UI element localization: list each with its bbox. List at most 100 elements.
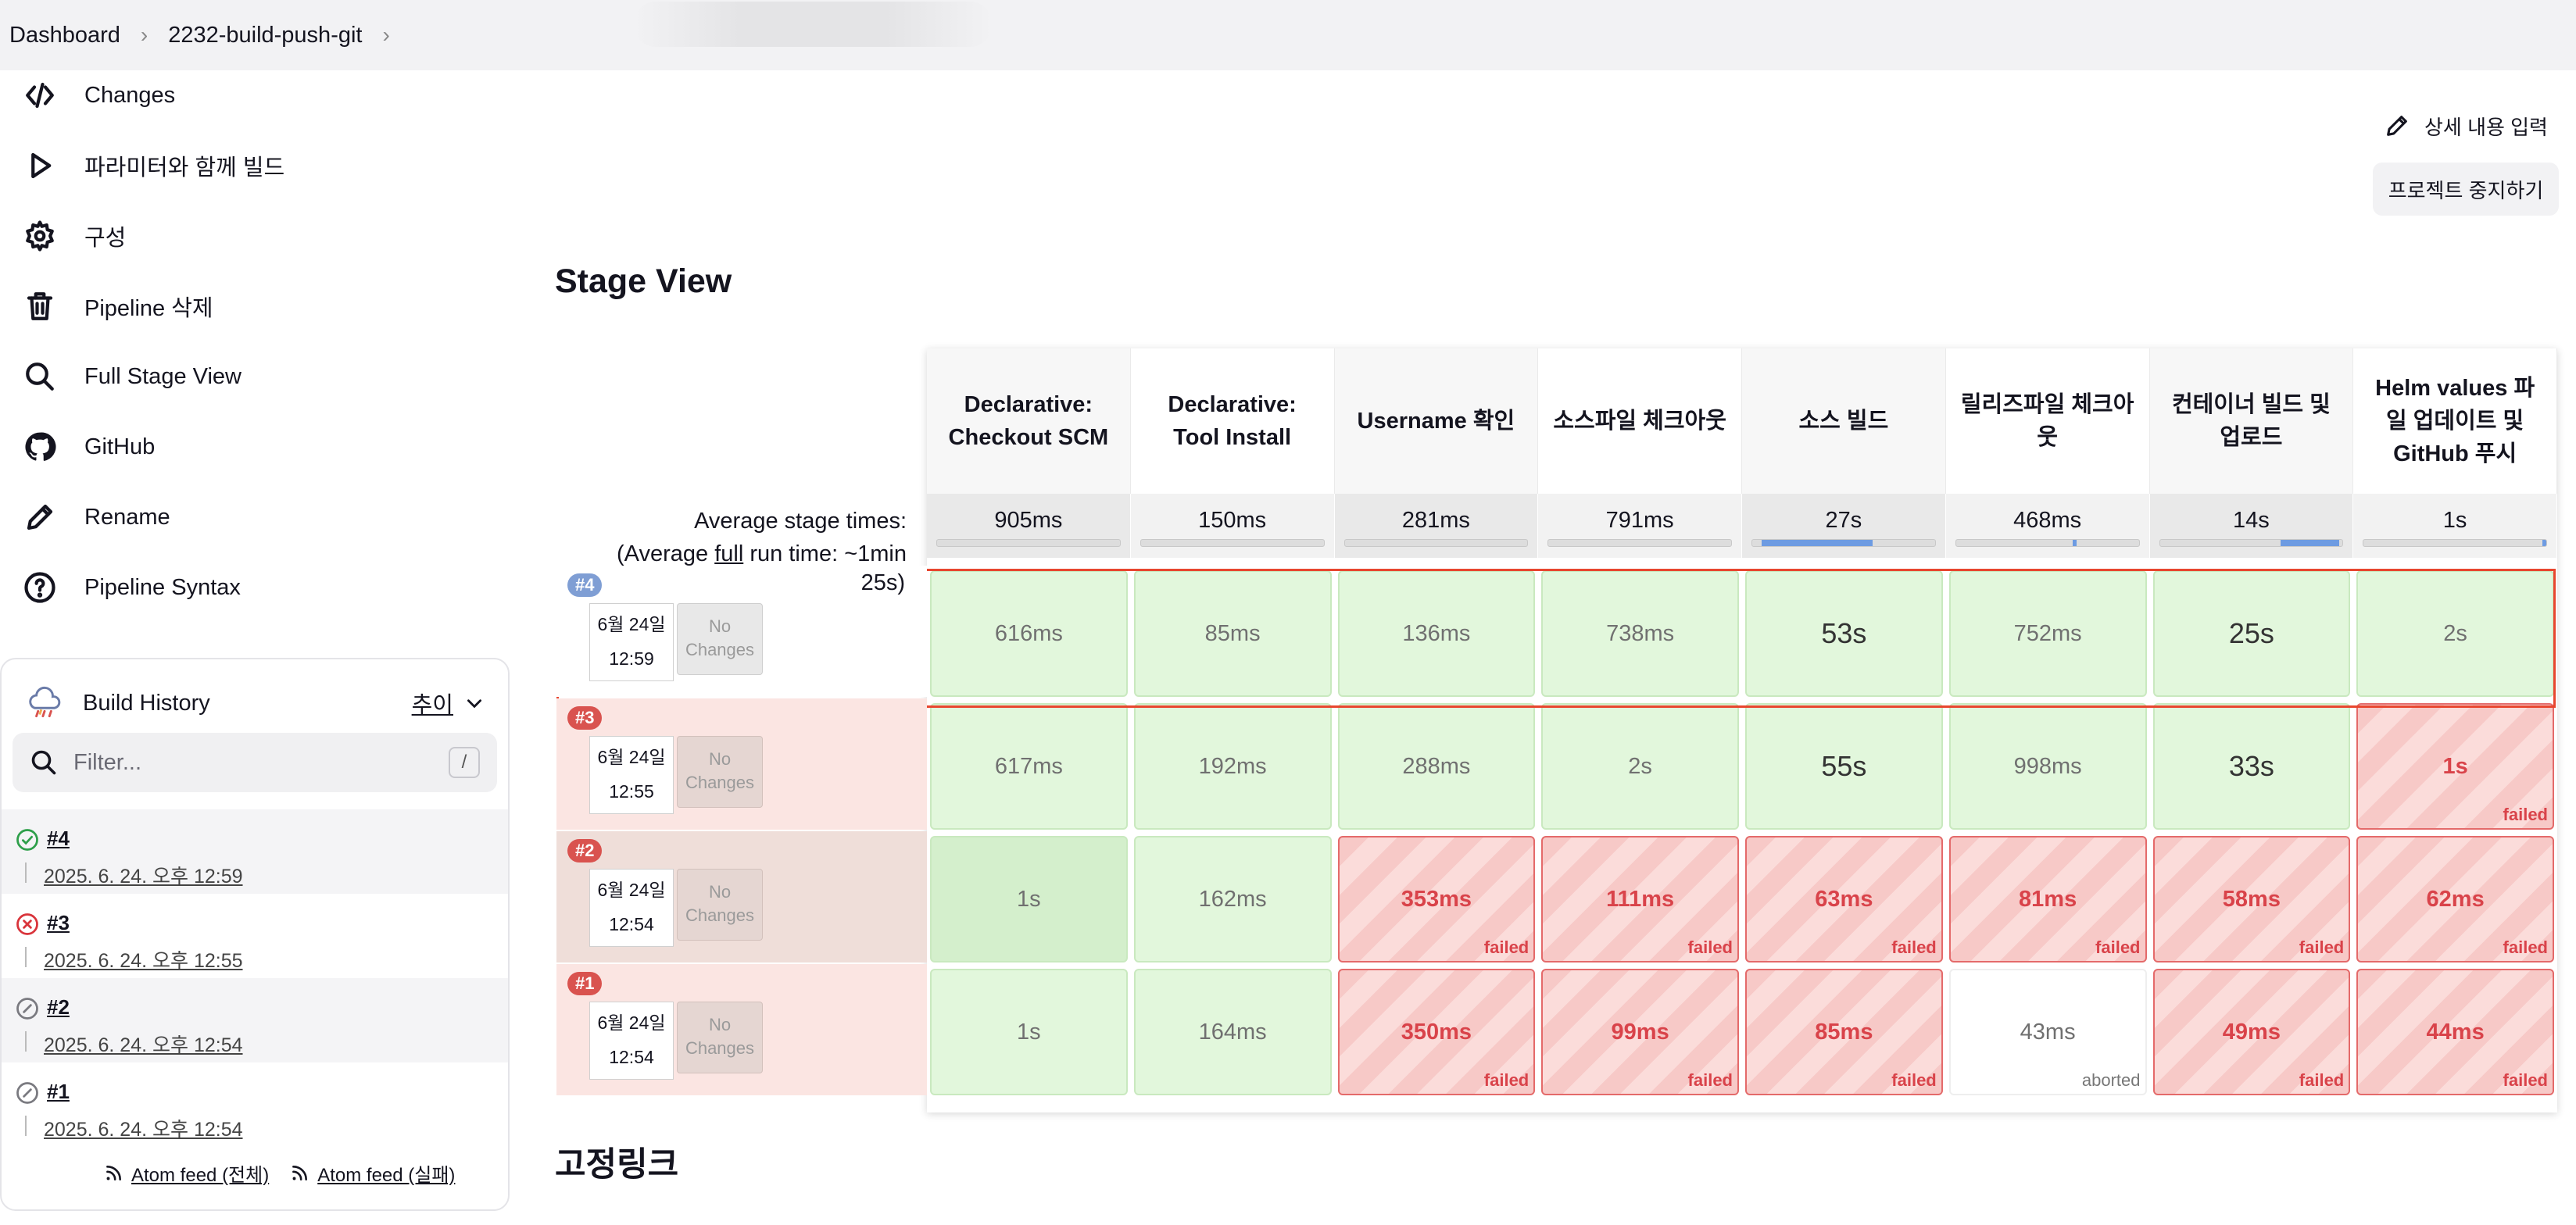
- chevron-right-icon[interactable]: ›: [382, 23, 390, 47]
- shortcut-hint: /: [449, 747, 480, 778]
- stage-cell-status: failed: [1483, 1070, 1530, 1090]
- trend-button[interactable]: 추이: [412, 687, 485, 720]
- stage-average-bar-fill: [2073, 540, 2077, 546]
- build-number-link[interactable]: #4: [47, 827, 70, 850]
- run-date-box: 6월 24일 12:55: [589, 736, 674, 814]
- stage-cell[interactable]: 738ms: [1541, 570, 1739, 697]
- stage-cell-status: aborted: [2081, 1070, 2141, 1090]
- no-changes-box[interactable]: No Changes: [677, 1002, 763, 1073]
- stage-cell[interactable]: 49ms failed: [2152, 969, 2351, 1095]
- build-row[interactable]: #1 2025. 6. 24. 오후 12:54: [2, 1062, 508, 1147]
- build-history-panel: Build History 추이 / #4 2025. 6. 24. 오후 12…: [0, 658, 510, 1211]
- build-number-link[interactable]: #1: [47, 1080, 70, 1103]
- stage-average-value: 1s: [2442, 508, 2467, 533]
- filter-input[interactable]: [73, 749, 417, 776]
- build-date-link[interactable]: 2025. 6. 24. 오후 12:55: [44, 950, 243, 972]
- stage-cell[interactable]: 617ms: [930, 703, 1128, 830]
- stage-cell[interactable]: 162ms: [1133, 836, 1332, 962]
- filter-box[interactable]: /: [13, 733, 497, 792]
- build-row[interactable]: #2 2025. 6. 24. 오후 12:54: [2, 978, 508, 1062]
- stage-average-value: 27s: [1825, 508, 1862, 533]
- stage-cell[interactable]: 58ms failed: [2152, 836, 2351, 962]
- stage-average-bar: [2363, 539, 2547, 547]
- run-badge[interactable]: #2: [567, 839, 603, 862]
- stage-average-time: 150ms: [1130, 494, 1335, 558]
- breadcrumb-dashboard[interactable]: Dashboard: [9, 22, 120, 48]
- stage-cell-duration: 738ms: [1606, 620, 1675, 646]
- stage-cell[interactable]: 85ms: [1133, 570, 1332, 697]
- breadcrumb-job[interactable]: 2232-build-push-git: [168, 22, 363, 48]
- gear-icon: [26, 220, 54, 252]
- build-number-link[interactable]: #3: [47, 911, 70, 934]
- pencil-icon: [27, 504, 53, 530]
- sidebar-item-full-stage-view[interactable]: Full Stage View: [23, 353, 242, 400]
- stage-cell[interactable]: 85ms failed: [1745, 969, 1943, 1095]
- sidebar-item-github[interactable]: GitHub: [23, 423, 155, 470]
- run-time: 12:55: [609, 781, 654, 802]
- stage-cell[interactable]: 99ms failed: [1541, 969, 1739, 1095]
- stage-cell[interactable]: 136ms: [1337, 570, 1536, 697]
- stage-cell-duration: 617ms: [994, 753, 1063, 779]
- trend-label: 추이: [411, 693, 453, 718]
- run-badge[interactable]: #1: [567, 972, 603, 995]
- stage-cell[interactable]: 353ms failed: [1337, 836, 1536, 962]
- stage-average-value: 14s: [2232, 508, 2270, 533]
- atom-feed-failed-link[interactable]: Atom feed (실패): [289, 1159, 455, 1187]
- full-run-link[interactable]: full: [714, 541, 744, 566]
- sidebar-item-delete-pipeline[interactable]: Pipeline 삭제: [23, 283, 213, 330]
- sidebar-item-build-with-params[interactable]: 파라미터와 함께 빌드: [23, 142, 284, 189]
- build-date-link[interactable]: 2025. 6. 24. 오후 12:54: [44, 1119, 243, 1141]
- stage-cell[interactable]: 1s failed: [2356, 703, 2554, 830]
- sidebar-item-pipeline-syntax[interactable]: Pipeline Syntax: [23, 564, 241, 611]
- stage-cell[interactable]: 1s: [930, 969, 1128, 1095]
- stage-cell-status: failed: [2503, 938, 2548, 957]
- build-row[interactable]: #4 2025. 6. 24. 오후 12:59: [2, 809, 508, 894]
- atom-feed-all-link[interactable]: Atom feed (전체): [103, 1159, 269, 1187]
- edit-description-link[interactable]: 상세 내용 입력: [2384, 108, 2548, 144]
- stage-cell-duration: 164ms: [1198, 1019, 1267, 1045]
- no-changes-box[interactable]: No Changes: [677, 869, 763, 941]
- stage-cell[interactable]: 288ms: [1337, 703, 1536, 830]
- build-date-link[interactable]: 2025. 6. 24. 오후 12:54: [44, 1034, 243, 1056]
- no-changes-box[interactable]: No Changes: [677, 603, 763, 675]
- stage-average-time: 1s: [2353, 494, 2557, 558]
- stage-average-bar: [1955, 539, 2140, 547]
- run-time: 12:54: [609, 914, 654, 934]
- aborted-icon: [16, 998, 38, 1020]
- stage-cell[interactable]: 63ms failed: [1745, 836, 1943, 962]
- stage-cell[interactable]: 2s: [2356, 570, 2554, 697]
- stage-cell[interactable]: 350ms failed: [1337, 969, 1536, 1095]
- run-badge[interactable]: #4: [567, 573, 603, 597]
- build-number-link[interactable]: #2: [47, 995, 70, 1019]
- stage-cell[interactable]: 164ms: [1133, 969, 1332, 1095]
- stage-cell[interactable]: 33s: [2152, 703, 2351, 830]
- stage-cell[interactable]: 62ms failed: [2356, 836, 2554, 962]
- stage-cell-duration: 2s: [2443, 620, 2467, 646]
- stage-cell-duration: 85ms: [1204, 620, 1261, 646]
- no-changes-box[interactable]: No Changes: [677, 736, 763, 808]
- stage-cell[interactable]: 192ms: [1133, 703, 1332, 830]
- stage-cell[interactable]: 25s: [2152, 570, 2351, 697]
- stage-cell[interactable]: 2s: [1541, 703, 1739, 830]
- stage-average-value: 150ms: [1198, 508, 1267, 533]
- sidebar-item-changes[interactable]: Changes: [23, 72, 175, 119]
- stage-cell[interactable]: 43ms aborted: [1948, 969, 2147, 1095]
- stage-cell[interactable]: 81ms failed: [1948, 836, 2147, 962]
- atom-feed-all-label: Atom feed (전체): [131, 1165, 270, 1186]
- build-date-link[interactable]: 2025. 6. 24. 오후 12:59: [44, 866, 243, 888]
- stage-cell[interactable]: 111ms failed: [1541, 836, 1739, 962]
- build-row[interactable]: #3 2025. 6. 24. 오후 12:55: [2, 894, 508, 978]
- stage-cell-duration: 1s: [1017, 886, 1041, 912]
- stage-cell[interactable]: 55s: [1745, 703, 1943, 830]
- stage-cell[interactable]: 44ms failed: [2356, 969, 2554, 1095]
- stage-cell[interactable]: 998ms: [1948, 703, 2147, 830]
- sidebar-item-rename[interactable]: Rename: [23, 494, 170, 541]
- stage-cell[interactable]: 1s: [930, 836, 1128, 962]
- stage-cell[interactable]: 616ms: [930, 570, 1128, 697]
- stage-cell[interactable]: 53s: [1745, 570, 1943, 697]
- stage-cell[interactable]: 752ms: [1948, 570, 2147, 697]
- sidebar-item-configure[interactable]: 구성: [23, 212, 126, 259]
- disable-project-button[interactable]: 프로젝트 중지하기: [2373, 162, 2559, 216]
- stage-header: 소스파일 체크아웃: [1538, 348, 1742, 494]
- run-badge[interactable]: #3: [567, 706, 603, 730]
